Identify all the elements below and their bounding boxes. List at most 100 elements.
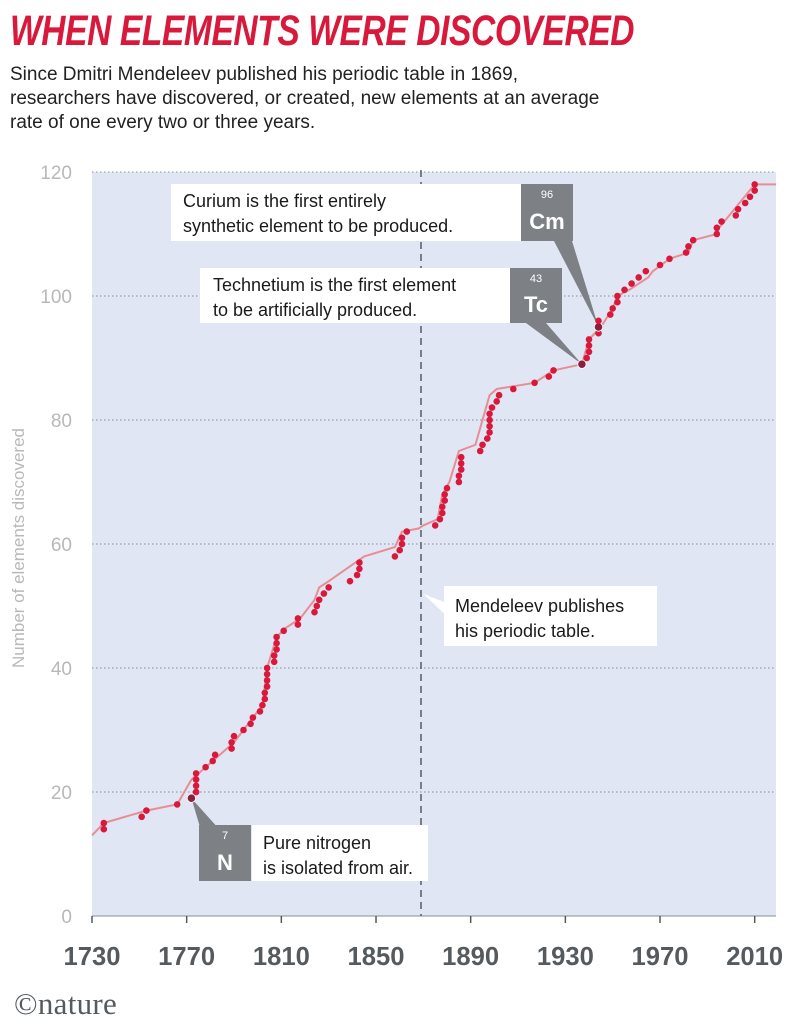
y-tick-label: 80 [51, 411, 72, 432]
x-tick-label: 1810 [253, 941, 310, 971]
data-point [479, 441, 486, 449]
data-point [685, 243, 692, 250]
data-point [391, 553, 399, 560]
data-point [488, 404, 496, 411]
y-axis-ticks: 0 20 40 60 80 100 120 [40, 163, 72, 928]
data-point [734, 205, 742, 213]
data-point [495, 391, 503, 399]
data-point [493, 398, 501, 405]
data-point [273, 633, 280, 641]
y-tick-label: 40 [51, 659, 72, 680]
data-point [100, 825, 108, 833]
x-tick-label: 1850 [348, 941, 405, 971]
data-point [270, 652, 278, 659]
data-point [192, 776, 200, 783]
data-point [315, 596, 323, 604]
curium-callout-text: Curium is the first entirely synthetic el… [183, 191, 453, 236]
curium-atomic-number: 96 [541, 189, 553, 201]
data-point [642, 267, 650, 275]
y-tick-label: 60 [51, 535, 72, 556]
technetium-atomic-number: 43 [530, 273, 542, 285]
data-point [211, 751, 219, 759]
chart-title: WHEN ELEMENTS WERE DISCOVERED [10, 7, 635, 55]
data-point [209, 757, 216, 765]
data-point [666, 255, 673, 263]
data-point [443, 484, 451, 492]
data-point [228, 745, 235, 752]
x-tick-label: 1890 [442, 941, 499, 971]
technetium-callout-box [200, 268, 510, 323]
data-point [240, 726, 247, 734]
data-point [510, 385, 517, 393]
data-point [261, 695, 269, 703]
data-point [628, 280, 635, 287]
data-point [439, 503, 446, 511]
nitrogen-symbol: N [217, 850, 233, 875]
data-point [585, 336, 593, 343]
data-point [431, 522, 439, 529]
data-point [346, 577, 354, 585]
data-point [718, 218, 725, 225]
data-point [732, 212, 740, 219]
data-point [656, 261, 664, 269]
data-point [138, 813, 145, 821]
technetium-element-badge [510, 268, 562, 323]
y-axis-label: Number of elements discovered [9, 428, 28, 668]
data-point [457, 460, 465, 467]
data-point [263, 664, 271, 672]
data-point [713, 230, 721, 238]
nitrogen-callout-text: Pure nitrogen is isolated from air. [263, 833, 413, 878]
data-point [192, 782, 200, 790]
data-point [609, 305, 616, 312]
nature-logo: ©nature [14, 986, 118, 1021]
data-point [441, 497, 449, 504]
data-point [280, 627, 288, 635]
data-point [192, 788, 200, 796]
curium-callout-box [171, 184, 521, 241]
data-point [583, 354, 590, 362]
data-point [186, 793, 196, 803]
data-point [455, 472, 463, 480]
data-point [741, 199, 749, 207]
data-point [398, 540, 406, 548]
y-tick-label: 20 [51, 783, 72, 804]
data-point [457, 453, 465, 461]
technetium-callout: Technetium is the first element to be art… [200, 268, 562, 323]
x-tick-label: 2010 [726, 941, 783, 971]
data-point [263, 677, 271, 684]
chart-subtitle: Since Dmitri Mendeleev published his per… [10, 64, 600, 133]
data-point [261, 689, 269, 697]
data-point [273, 646, 280, 653]
data-point [353, 571, 361, 579]
data-point [294, 621, 302, 628]
data-point [614, 298, 621, 306]
data-point [294, 615, 302, 622]
curium-pointer [554, 241, 599, 327]
data-point [486, 410, 493, 418]
data-point [398, 534, 406, 542]
nitrogen-callout-box [252, 825, 428, 881]
x-tick-label: 1970 [632, 941, 689, 971]
cumulative-line [91, 183, 776, 837]
y-tick-label: 100 [40, 287, 72, 308]
data-point [263, 683, 271, 690]
data-point [396, 546, 404, 554]
data-point [356, 559, 363, 566]
data-point [531, 379, 538, 387]
data-point [320, 590, 328, 597]
data-point [595, 329, 602, 337]
data-point [249, 714, 257, 721]
data-point [436, 515, 444, 523]
data-point [614, 292, 621, 300]
data-point [545, 373, 553, 380]
data-point [230, 732, 238, 740]
curium-symbol: Cm [529, 209, 564, 234]
data-point [143, 807, 150, 814]
data-point [270, 658, 278, 666]
data-point [682, 249, 690, 256]
data-point [173, 801, 181, 808]
data-point [746, 193, 754, 201]
data-point [439, 509, 446, 517]
mendeleev-callout: Mendeleev publishes his periodic table. [444, 586, 657, 646]
data-point [273, 639, 280, 647]
